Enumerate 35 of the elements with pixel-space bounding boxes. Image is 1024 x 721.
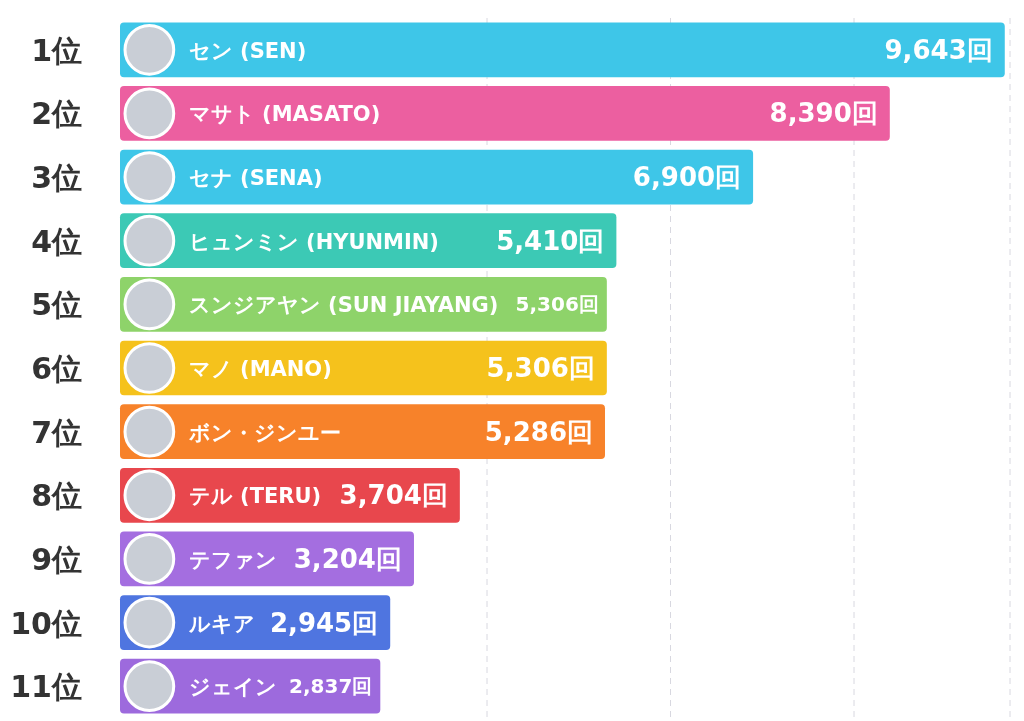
y-tick-label: 2位 (31, 96, 82, 132)
bar (120, 22, 1005, 78)
annotation: ボン・ジンユー (187, 420, 341, 445)
y-tick-label: 11位 (10, 669, 82, 705)
annotation: セナ (SENA) (188, 166, 323, 191)
y-tick-label: 4位 (31, 223, 82, 259)
annotation: ルキア (187, 611, 255, 636)
y-tick-label: 8位 (31, 478, 82, 514)
data-label: 5,410回 (496, 225, 605, 256)
data-label: 6,900回 (632, 162, 742, 193)
y-tick-label: 1位 (31, 32, 82, 68)
annotation: セン (SEN) (188, 38, 307, 63)
data-label: 3,704回 (339, 480, 448, 511)
annotation: テル (TERU) (188, 484, 322, 509)
data-label: 3,204回 (293, 543, 402, 574)
y-tick-label: 6位 (31, 351, 82, 386)
annotation: テファン (188, 547, 277, 572)
annotation: マサト (MASATO) (188, 102, 381, 127)
y-tick-label: 10位 (10, 605, 82, 641)
annotation: マノ (MANO) (188, 357, 332, 381)
data-label: 2,837回 (289, 674, 373, 699)
data-label: 5,306回 (486, 353, 595, 383)
y-tick-label: 5位 (31, 287, 82, 323)
data-label: 5,306回 (515, 292, 599, 317)
data-label: 2,945回 (269, 607, 379, 638)
annotation: ジェイン (188, 675, 277, 700)
annotation: スンジアヤン (SUN JIAYANG) (188, 293, 499, 318)
data-label: 5,286回 (484, 416, 593, 447)
data-label: 9,643回 (884, 34, 993, 65)
y-tick-label: 9位 (31, 541, 82, 577)
y-tick-label: 7位 (31, 414, 82, 450)
bar (120, 86, 890, 141)
annotation: ヒュンミン (HYUNMIN) (188, 229, 439, 254)
y-tick-label: 3位 (31, 160, 82, 196)
data-label: 8,390回 (769, 98, 878, 129)
